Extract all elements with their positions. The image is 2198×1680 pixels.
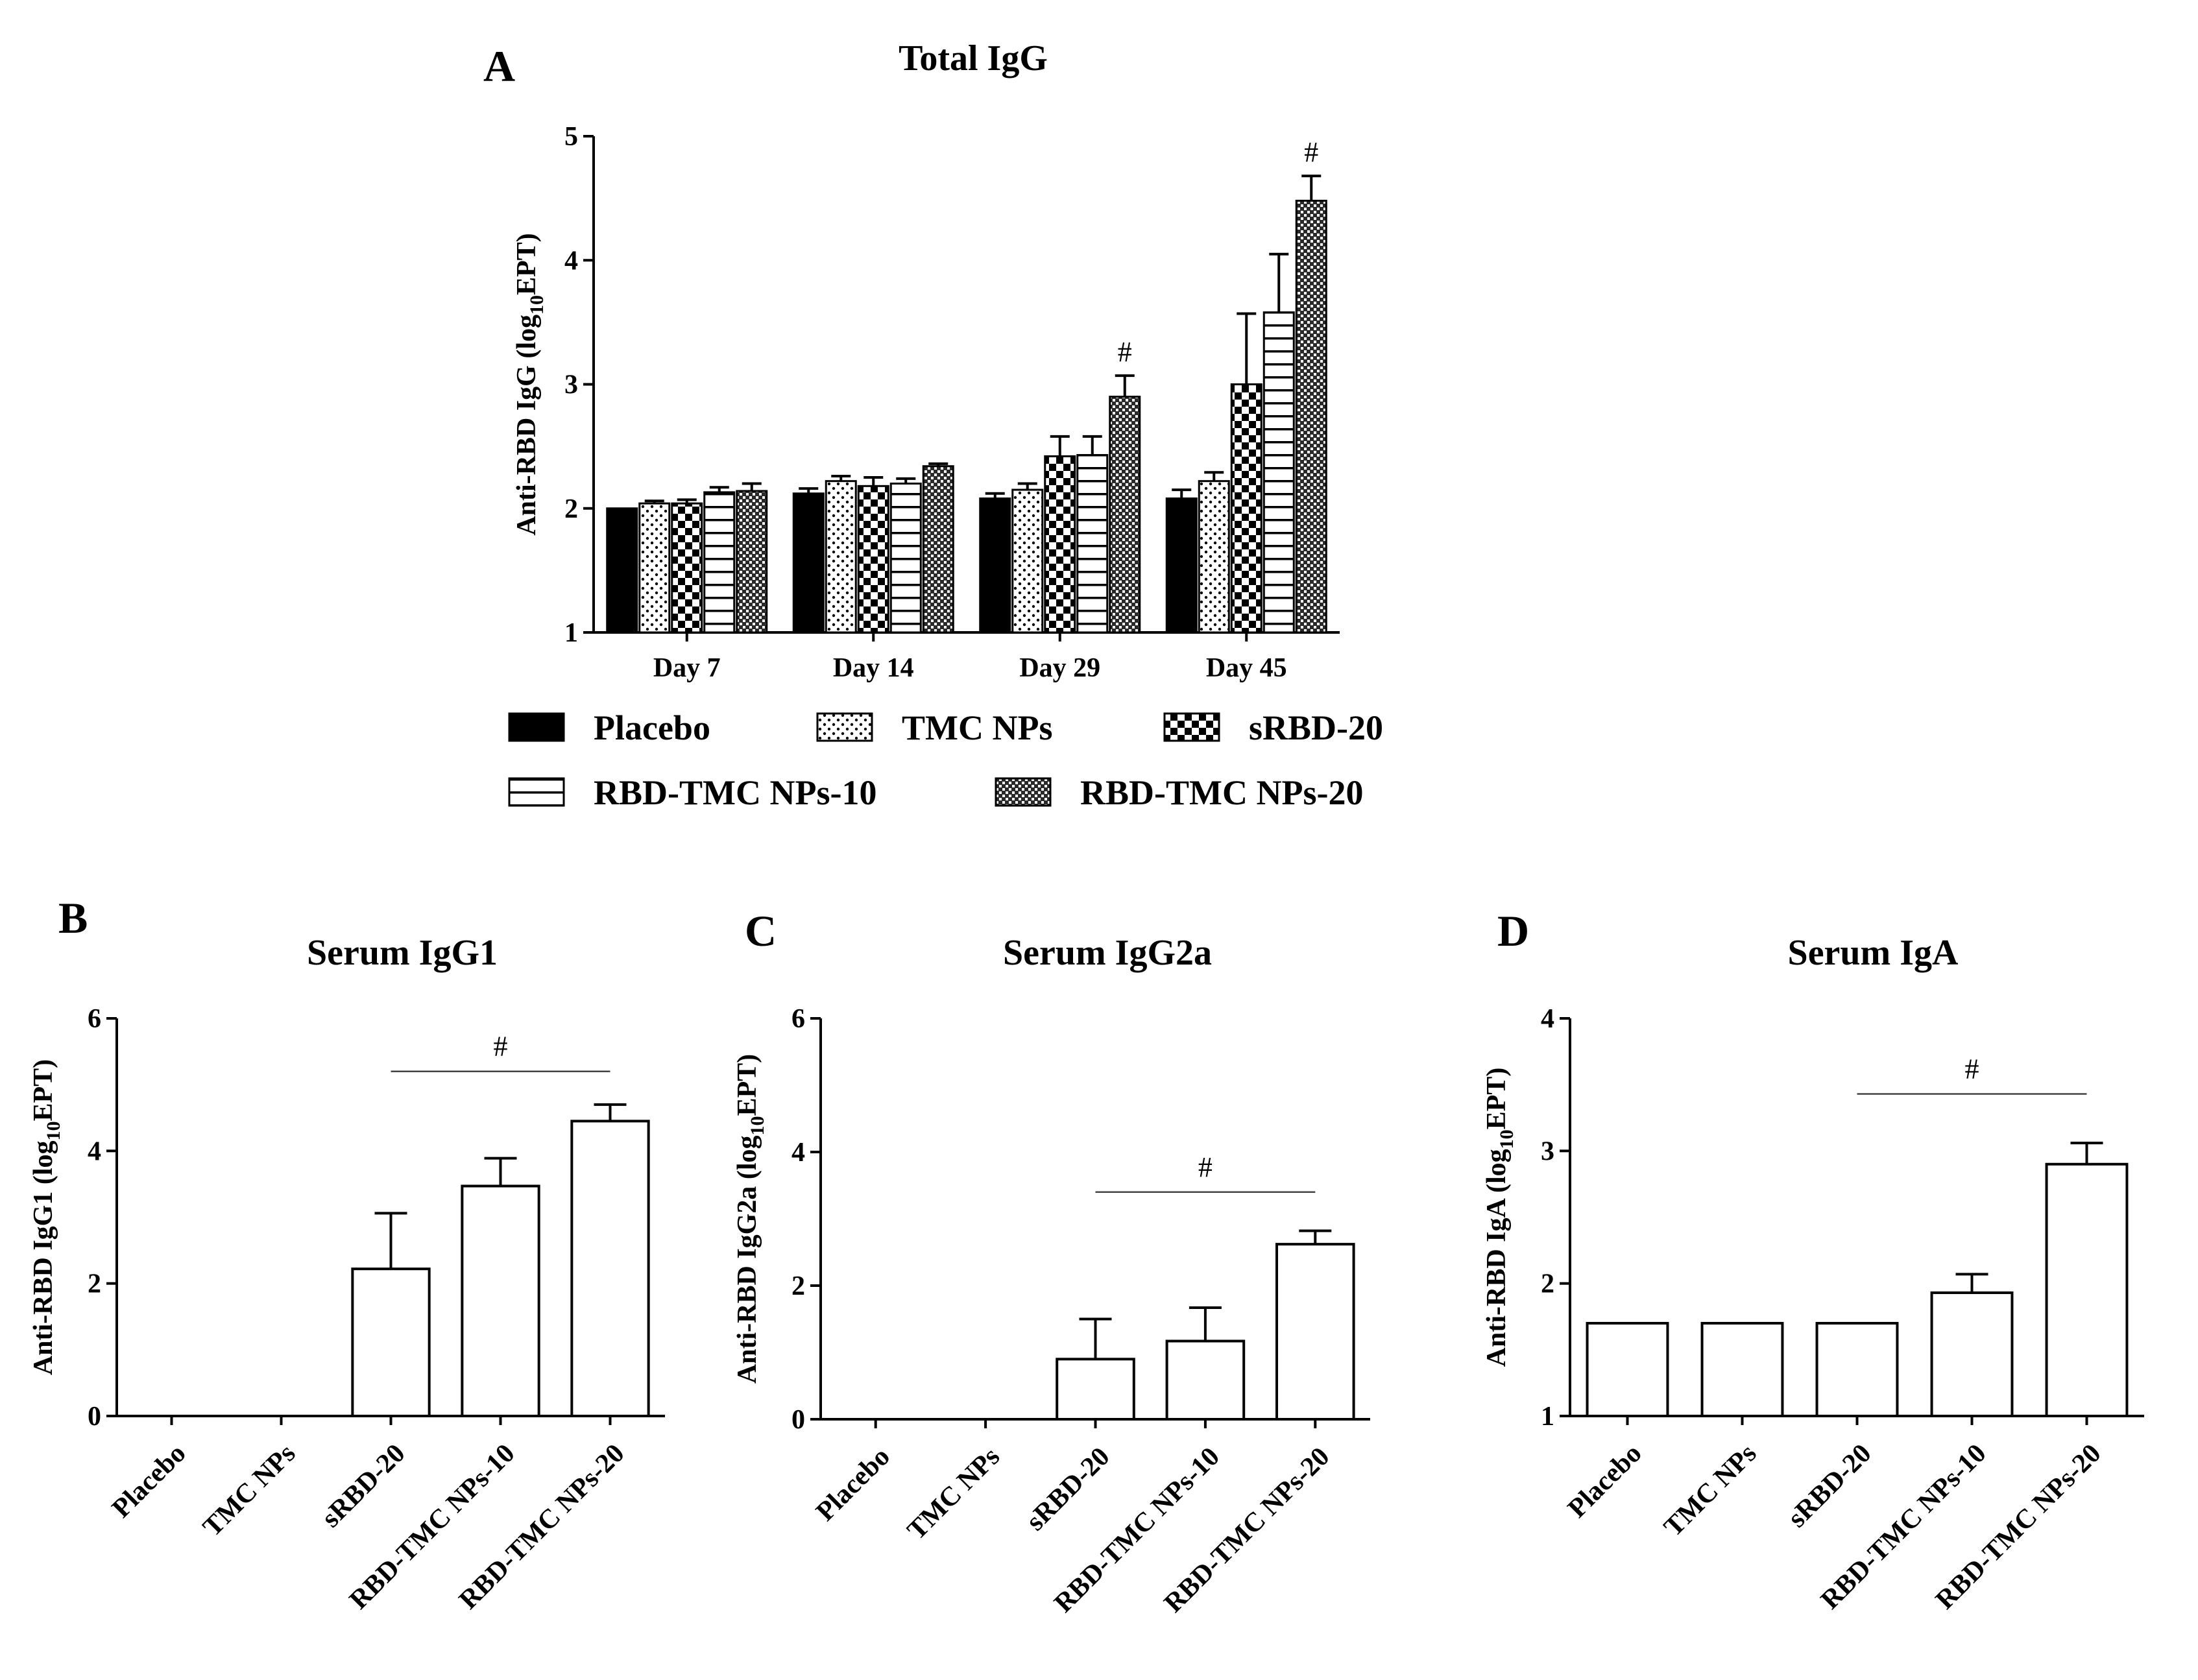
legend-swatch-rbd-tmc-nps-10 — [508, 777, 565, 807]
chart-c-y-tick-label: 2 — [791, 1271, 805, 1301]
significance-mark: # — [1198, 1151, 1213, 1183]
x-tick-label-srbd-20: sRBD-20 — [1020, 1442, 1115, 1537]
x-tick-label-tmc-nps: TMC NPs — [1658, 1439, 1762, 1542]
legend-label-srbd-20: sRBD-20 — [1249, 708, 1383, 747]
bar-srbd-20-day-45 — [1230, 383, 1262, 634]
chart-b-y-tick-label: 2 — [88, 1269, 101, 1299]
chart-a-y-tick-label: 3 — [564, 370, 578, 400]
bar-rbd-tmc-nps-10-day-45 — [1262, 311, 1295, 634]
bar-srbd-20-day-29 — [1044, 455, 1076, 634]
bar-placebo — [1586, 1321, 1669, 1418]
bar-tmc-nps-day-29 — [1011, 488, 1044, 634]
bar-rbd-tmc-nps-10-day-14 — [889, 483, 922, 634]
x-tick-label: Day 29 — [1019, 653, 1100, 683]
bar-tmc-nps-day-7 — [638, 502, 671, 634]
chart-legend: Placebo TMC NPs sRBD-20 RBD-TMC NPs-10 RBD-T… — [508, 708, 1383, 812]
chart-d-y-tick-label: 2 — [1541, 1269, 1554, 1299]
chart-a-y-tick-label: 2 — [564, 494, 578, 524]
bar-rbd-tmc-nps-20 — [2045, 1162, 2129, 1418]
chart-d-y-tick-label: 4 — [1541, 1004, 1554, 1034]
legend-label-placebo: Placebo — [594, 708, 710, 747]
bar-rbd-tmc-nps-20-day-14 — [922, 465, 954, 634]
bar-srbd-20 — [351, 1267, 431, 1417]
panel-b-title: Serum IgG1 — [307, 933, 498, 973]
bar-rbd-tmc-nps-20-day-45 — [1295, 199, 1327, 634]
chart-d-y-tick-label: 1 — [1541, 1402, 1554, 1432]
chart-d-y-tick-label: 3 — [1541, 1136, 1554, 1166]
panel-a-letter: A — [483, 42, 515, 91]
significance-mark: # — [1965, 1053, 1979, 1085]
x-tick-label: Day 45 — [1206, 653, 1287, 683]
x-tick-label: Day 7 — [653, 653, 721, 683]
panel-a-title: Total IgG — [899, 38, 1048, 78]
panel-d-title: Serum IgA — [1788, 933, 1959, 973]
significance-mark: # — [1118, 336, 1132, 368]
legend-label-tmc-nps: TMC NPs — [902, 708, 1052, 747]
bar-rbd-tmc-nps-20 — [570, 1120, 650, 1417]
legend-label-rbd-tmc-nps-10: RBD-TMC NPs-10 — [594, 773, 876, 812]
bar-placebo-day-45 — [1165, 497, 1198, 634]
significance-mark: # — [1304, 136, 1318, 168]
chart-total-igg: 1 2 3 4 5 Anti-RBD IgG (log10EPT) Day 7 Day 14 D… — [512, 122, 1340, 683]
legend-label-rbd-tmc-nps-20: RBD-TMC NPs-20 — [1080, 773, 1363, 812]
chart-c-y-tick-label: 4 — [791, 1138, 805, 1168]
chart-b-y-tick-label: 4 — [88, 1136, 101, 1166]
chart-b-y-tick-label: 6 — [88, 1004, 101, 1034]
chart-b-y-tick-label: 0 — [88, 1402, 101, 1432]
x-tick-label-srbd-20: sRBD-20 — [316, 1439, 411, 1533]
y-axis-label: Anti-RBD IgG1 (log10EPT) — [29, 1059, 64, 1375]
chart-c-y-tick-label: 6 — [791, 1004, 805, 1034]
bar-rbd-tmc-nps-10 — [1930, 1291, 2014, 1417]
bar-placebo-day-29 — [979, 497, 1011, 634]
y-axis-label: Anti-RBD IgG2a (log10EPT) — [732, 1054, 768, 1384]
x-tick-label-tmc-nps: TMC NPs — [902, 1442, 1006, 1546]
y-axis-label: Anti-RBD IgA (log10EPT) — [1482, 1068, 1517, 1367]
bar-placebo-day-7 — [606, 507, 638, 634]
chart-serum-igg1: 0 2 4 6 Anti-RBD IgG1 (log10EPT) Placebo TMC N… — [29, 1004, 665, 1615]
bar-tmc-nps-day-45 — [1198, 480, 1230, 634]
y-axis-label: Anti-RBD IgG (log10EPT) — [512, 233, 548, 535]
x-tick-label-srbd-20: sRBD-20 — [1782, 1439, 1877, 1533]
x-tick-label-placebo: Placebo — [810, 1442, 895, 1527]
legend-swatch-tmc-nps — [816, 712, 873, 742]
chart-serum-iga: 1 2 3 4 Anti-RBD IgA (log10EPT) Placebo TMC NP… — [1482, 1004, 2144, 1615]
chart-a-y-tick-label: 1 — [564, 618, 578, 648]
chart-a-y-tick-label: 5 — [564, 122, 578, 152]
bar-tmc-nps — [1700, 1321, 1784, 1418]
significance-mark: # — [494, 1031, 508, 1062]
x-tick-label-placebo: Placebo — [1562, 1439, 1647, 1524]
chart-c-y-tick-label: 0 — [791, 1405, 805, 1435]
bar-rbd-tmc-nps-20 — [1275, 1243, 1355, 1421]
bar-rbd-tmc-nps-10 — [461, 1184, 540, 1418]
bar-rbd-tmc-nps-10-day-7 — [703, 491, 736, 634]
bar-rbd-tmc-nps-10 — [1165, 1339, 1246, 1421]
bar-srbd-20 — [1056, 1358, 1135, 1421]
bar-srbd-20 — [1815, 1321, 1899, 1418]
x-tick-label-tmc-nps: TMC NPs — [197, 1439, 301, 1542]
bar-rbd-tmc-nps-10-day-29 — [1076, 454, 1109, 634]
legend-swatch-placebo — [508, 712, 565, 742]
legend-swatch-rbd-tmc-nps-20 — [995, 777, 1052, 807]
bar-tmc-nps-day-14 — [825, 480, 857, 634]
panel-c-letter: C — [745, 906, 777, 955]
panel-b-letter: B — [58, 893, 88, 942]
panel-c-title: Serum IgG2a — [1003, 933, 1212, 973]
bar-rbd-tmc-nps-20-day-7 — [736, 490, 768, 634]
panel-d-letter: D — [1497, 906, 1529, 955]
chart-serum-igg2a: 0 2 4 6 Anti-RBD IgG2a (log10EPT) Placebo TMC … — [732, 1004, 1370, 1618]
chart-a-y-tick-label: 4 — [564, 246, 578, 276]
bar-srbd-20-day-7 — [671, 502, 703, 634]
bar-placebo-day-14 — [792, 492, 825, 634]
x-tick-label-placebo: Placebo — [106, 1439, 191, 1524]
legend-swatch-srbd-20 — [1163, 712, 1220, 742]
x-tick-label: Day 14 — [833, 653, 914, 683]
bar-rbd-tmc-nps-20-day-29 — [1109, 396, 1141, 634]
bar-srbd-20-day-14 — [857, 485, 889, 634]
